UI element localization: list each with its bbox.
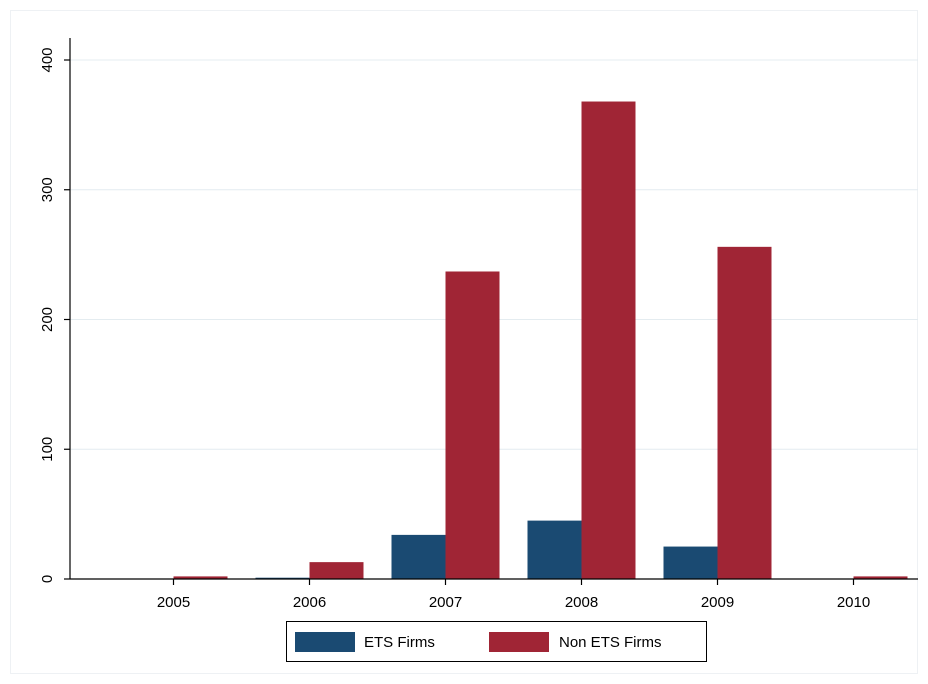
bar-non-ets-firms-2010	[853, 576, 908, 579]
y-tick-label: 0	[39, 575, 56, 583]
bar-non-ets-firms-2009	[717, 246, 772, 579]
bar-non-ets-firms-2006	[309, 562, 364, 579]
x-tick-label: 2010	[837, 594, 870, 611]
y-tick-label: 400	[39, 47, 56, 72]
bars	[173, 101, 908, 580]
x-tick-label: 2009	[701, 594, 734, 611]
bar-ets-firms-2008	[527, 520, 582, 579]
legend-swatch-ets-firms	[295, 632, 355, 652]
legend-label-ets-firms: ETS Firms	[364, 634, 435, 651]
chart-outer-frame	[10, 10, 918, 674]
legend: ETS Firms Non ETS Firms	[286, 621, 707, 662]
bar-ets-firms-2009	[663, 546, 718, 579]
y-tick-label: 300	[39, 177, 56, 202]
y-tick-label: 100	[39, 437, 56, 462]
y-tick-label: 200	[39, 307, 56, 332]
bar-non-ets-firms-2005	[173, 576, 228, 579]
x-tick-label: 2007	[429, 594, 462, 611]
bar-ets-firms-2007	[391, 534, 446, 579]
bar-non-ets-firms-2008	[581, 101, 636, 580]
x-tick-label: 2005	[157, 594, 190, 611]
legend-label-non-ets-firms: Non ETS Firms	[559, 634, 662, 651]
x-tick-label: 2008	[565, 594, 598, 611]
bar-non-ets-firms-2007	[445, 271, 500, 579]
x-tick-label: 2006	[293, 594, 326, 611]
bar-ets-firms-2006	[255, 577, 310, 579]
axes: 0 100 200 300 400 2005 2006 2007 2008 2009 2010	[39, 38, 918, 611]
legend-swatch-non-ets-firms	[489, 632, 549, 652]
